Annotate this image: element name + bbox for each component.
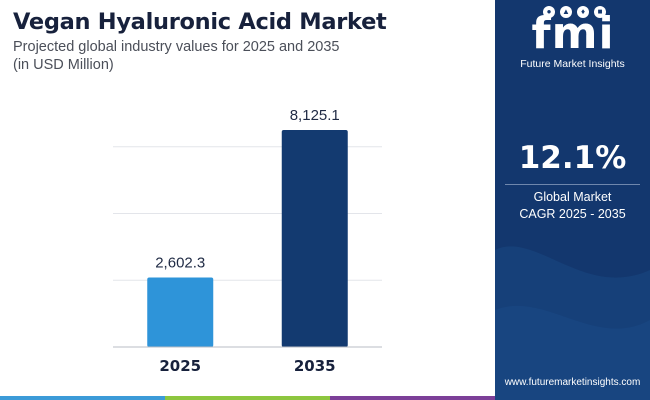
cagr-label-line-1: Global Market (533, 190, 612, 204)
subtitle-line-1: Projected global industry values for 202… (13, 39, 340, 55)
bar-2025 (147, 277, 214, 347)
cagr-value: 12.1% (518, 140, 627, 176)
leaf-icon: ■ (594, 6, 606, 18)
footer-color-bar (0, 396, 495, 400)
x-tick-2035: 2035 (294, 357, 336, 375)
footer-segment-purple (330, 396, 495, 400)
fmi-logo: fmi ● ▲ ♦ ■ Future Market Insights (495, 0, 650, 80)
footer-segment-blue (0, 396, 165, 400)
data-labels: 2,602.3 8,125.1 (155, 107, 340, 271)
globe-icon: ● (543, 6, 555, 18)
person-icon: ♦ (577, 6, 589, 18)
sidebar-panel: fmi ● ▲ ♦ ■ Future Market Insights 12.1%… (495, 0, 650, 400)
website-link[interactable]: www.futuremarketinsights.com (504, 377, 641, 388)
bar-chart: 2,602.3 8,125.1 2025 2035 (113, 107, 382, 375)
data-label-2035: 8,125.1 (290, 107, 340, 124)
bar-2035 (281, 130, 348, 347)
decorative-wave (495, 246, 650, 400)
cagr-divider (505, 184, 640, 185)
bars (147, 130, 348, 347)
footer-segment-green (165, 396, 330, 400)
brand-name: Future Market Insights (520, 58, 625, 70)
data-label-2025: 2,602.3 (155, 255, 205, 272)
chart-title: Vegan Hyaluronic Acid Market (13, 9, 387, 35)
subtitle-line-2: (in USD Million) (13, 57, 114, 73)
cagr-label-line-2: CAGR 2025 - 2035 (519, 207, 626, 221)
chart-icon: ▲ (560, 6, 572, 18)
chart-subtitle: Projected global industry values for 202… (13, 38, 339, 74)
x-tick-labels: 2025 2035 (159, 357, 335, 375)
cagr-label: Global Market CAGR 2025 - 2035 (495, 189, 650, 223)
logo-icons: ● ▲ ♦ ■ (543, 6, 606, 18)
x-tick-2025: 2025 (159, 357, 201, 375)
